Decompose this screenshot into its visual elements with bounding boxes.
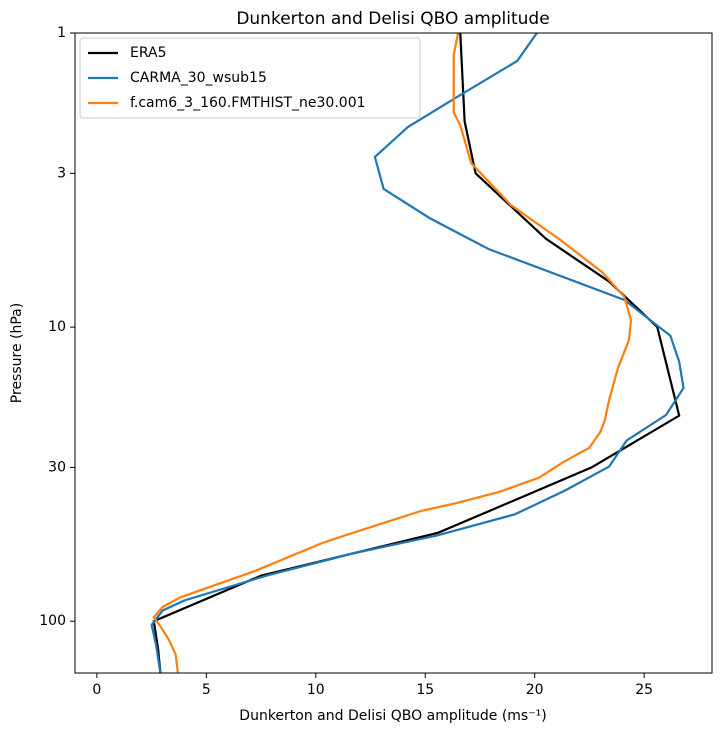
series-line — [152, 33, 633, 673]
x-tick-label: 15 — [416, 682, 434, 698]
series-line — [152, 33, 681, 673]
legend-box — [79, 37, 421, 119]
legend-label: ERA5 — [130, 45, 167, 61]
series-line — [150, 33, 685, 673]
x-tick-label: 0 — [92, 682, 101, 698]
y-tick-label: 1 — [57, 25, 66, 41]
x-tick-label: 10 — [307, 682, 325, 698]
plot-frame — [74, 32, 713, 674]
legend-label: f.cam6_3_160.FMTHIST_ne30.001 — [130, 95, 366, 111]
x-tick-label: 5 — [202, 682, 211, 698]
x-tick-label: 20 — [526, 682, 544, 698]
y-tick-label: 3 — [57, 165, 66, 181]
x-tick-label: 25 — [635, 682, 653, 698]
y-tick-label: 30 — [48, 459, 66, 475]
y-tick-label: 100 — [39, 613, 66, 629]
chart-title: Dunkerton and Delisi QBO amplitude — [236, 9, 549, 29]
y-axis-label: Pressure (hPa) — [9, 303, 25, 403]
y-tick-label: 10 — [48, 319, 66, 335]
x-axis-label: Dunkerton and Delisi QBO amplitude (ms⁻¹… — [239, 708, 546, 724]
legend-label: CARMA_30_wsub15 — [130, 70, 267, 86]
